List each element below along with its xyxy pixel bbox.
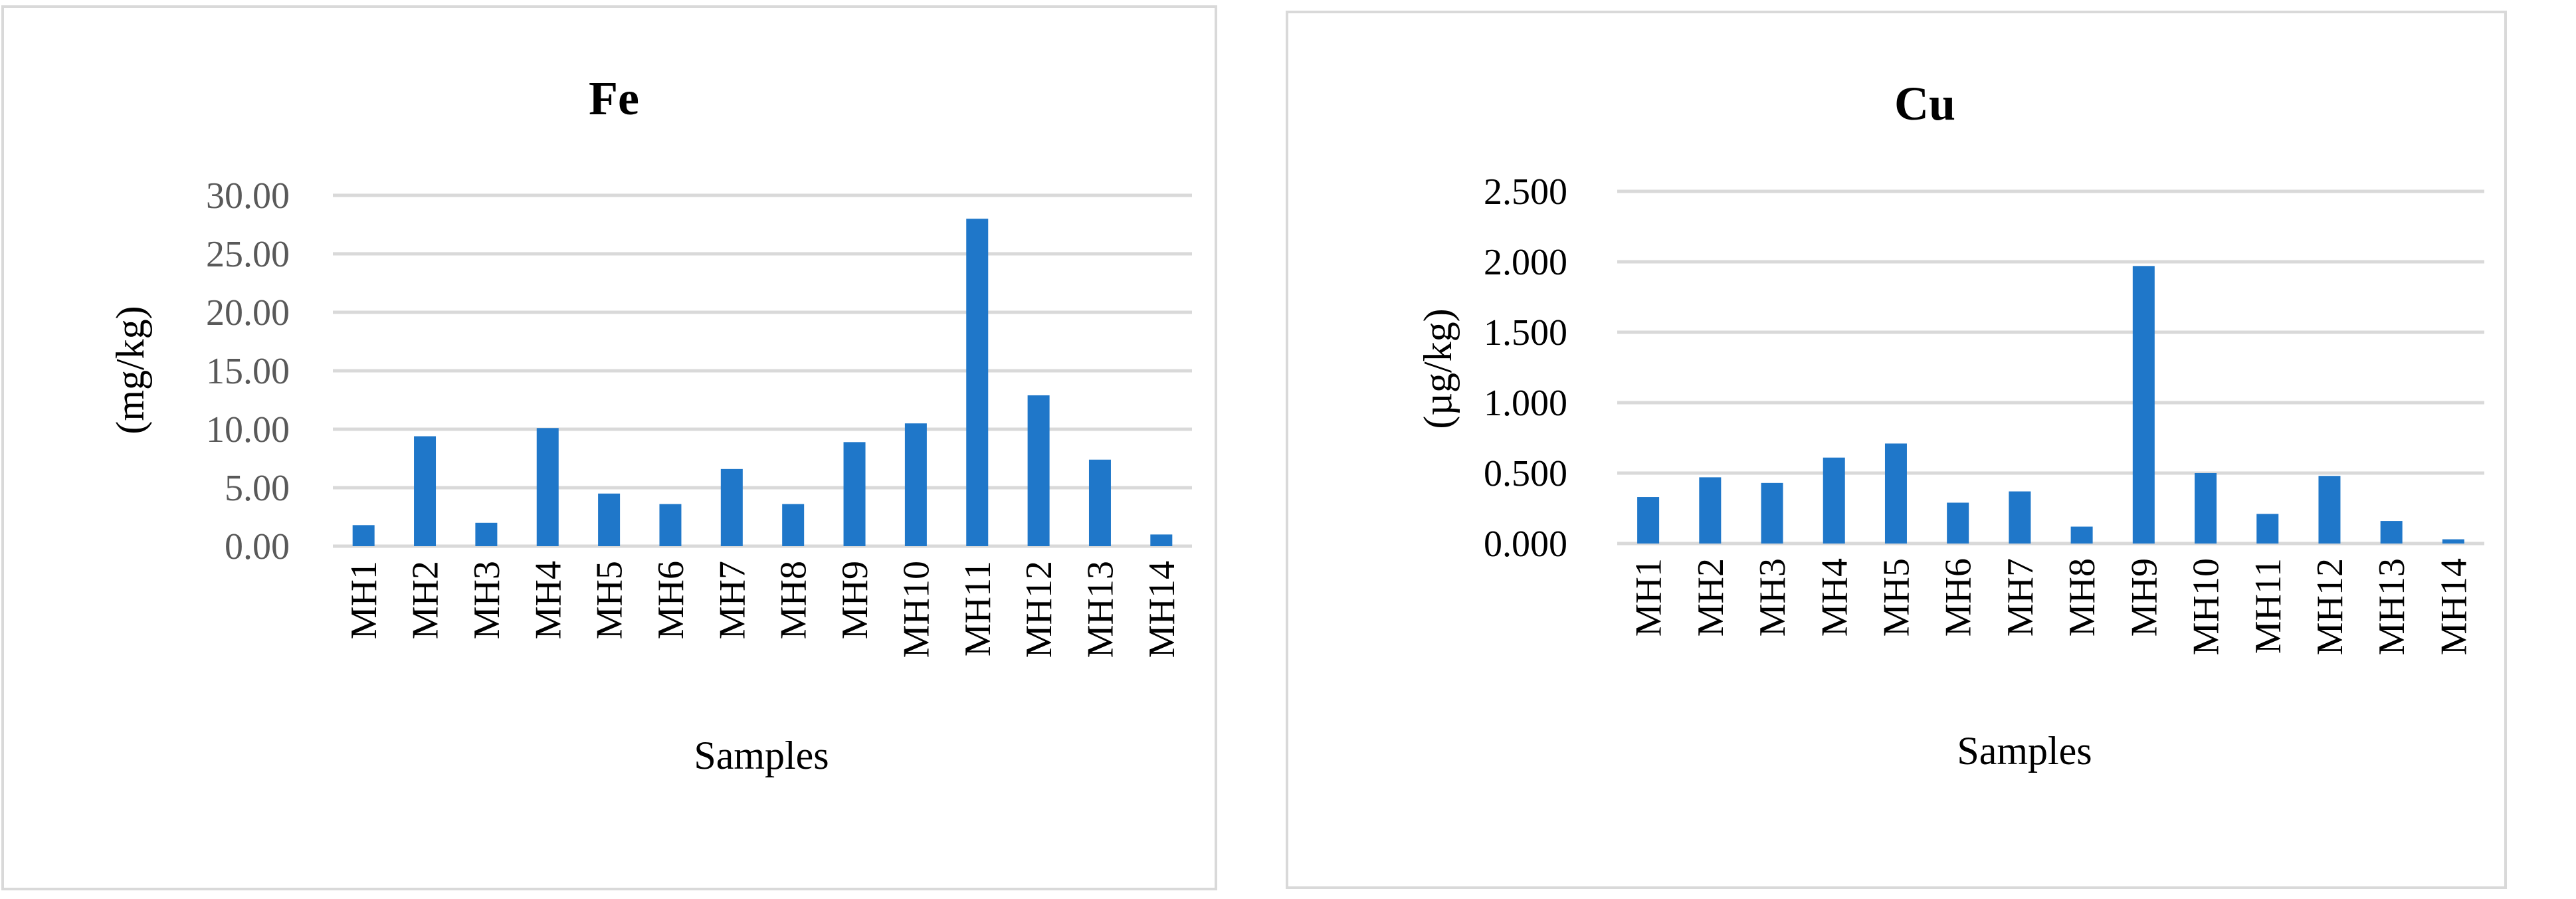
cu-x-tick-label: MH4	[1814, 558, 1855, 637]
cu-x-axis-label: Samples	[1957, 729, 2092, 773]
fe-x-tick-label: MH11	[957, 561, 999, 656]
fe-x-tick-label: MH4	[528, 561, 569, 639]
fe-bar-mh4	[536, 428, 559, 546]
cu-y-tick-label: 1.500	[1484, 312, 1567, 353]
cu-y-tick-label: 2.500	[1484, 171, 1567, 213]
cu-bar-chart: Cu 0.000 0.500 1.000 1.500 2.000 2.500 MH1 MH2 MH…	[1416, 77, 2484, 773]
fe-bar-mh12	[1027, 395, 1050, 546]
cu-x-tick-label: MH12	[2310, 558, 2351, 655]
cu-chart-panel: Cu 0.000 0.500 1.000 1.500 2.000 2.500 MH1 MH2 MH…	[1286, 11, 2507, 889]
fe-x-tick-label: MH1	[344, 561, 385, 639]
fe-x-tick-label: MH8	[773, 561, 815, 639]
cu-y-tick-label: 2.000	[1484, 242, 1567, 283]
fe-chart-panel: Fe 0.00 5.00 10.00 15.00 20.00 25.00 30.00 MH1 MH…	[1, 5, 1217, 890]
cu-bar-mh1	[1637, 497, 1660, 544]
cu-x-tick-label: MH8	[2062, 558, 2103, 637]
fe-bar-mh7	[720, 468, 743, 546]
cu-x-tick-label: MH11	[2248, 558, 2289, 654]
fe-bar-mh3	[475, 522, 498, 546]
fe-bar-mh1	[352, 525, 375, 546]
cu-bar-mh13	[2380, 521, 2403, 544]
cu-chart-title: Cu	[1894, 77, 1955, 130]
fe-x-tick-label: MH6	[650, 561, 692, 639]
cu-x-tick-label: MH14	[2433, 558, 2474, 655]
cu-y-tick-label: 0.000	[1484, 524, 1567, 565]
fe-y-tick-label: 20.00	[206, 292, 290, 334]
fe-bar-mh10	[904, 423, 927, 546]
fe-bar-mh13	[1088, 459, 1111, 546]
fe-y-tick-label: 25.00	[206, 234, 290, 275]
fe-bar-mh8	[782, 504, 805, 546]
cu-x-tick-label: MH7	[2000, 558, 2041, 637]
cu-x-tick-label: MH2	[1690, 558, 1732, 637]
fe-bar-chart: Fe 0.00 5.00 10.00 15.00 20.00 25.00 30.00 MH1 MH…	[108, 72, 1192, 777]
cu-bar-mh7	[2009, 491, 2031, 544]
fe-bar-mh11	[966, 219, 989, 546]
cu-bar-mh8	[2070, 526, 2093, 544]
cu-x-tick-label: MH5	[1876, 558, 1917, 637]
fe-y-tick-label: 30.00	[206, 175, 290, 217]
cu-x-tick-label: MH3	[1752, 558, 1793, 637]
fe-bar-mh2	[414, 436, 437, 546]
fe-chart-title: Fe	[589, 72, 639, 125]
fe-bar-mh9	[843, 442, 866, 546]
fe-bar-mh6	[659, 504, 682, 546]
cu-bar-mh10	[2195, 473, 2217, 544]
cu-bar-mh3	[1761, 482, 1783, 544]
cu-x-tick-label: MH10	[2186, 558, 2227, 655]
fe-x-axis-label: Samples	[694, 734, 829, 777]
cu-bar-mh2	[1699, 477, 1722, 544]
fe-y-tick-label: 10.00	[206, 409, 290, 450]
cu-bar-mh6	[1947, 502, 1969, 544]
fe-y-tick-label: 0.00	[225, 526, 290, 567]
fe-x-tick-label: MH7	[712, 561, 753, 639]
fe-x-tick-label: MH10	[896, 561, 937, 658]
fe-x-tick-label: MH2	[405, 561, 446, 639]
cu-y-axis-label: (µg/kg)	[1416, 308, 1460, 429]
fe-bar-mh5	[598, 493, 621, 546]
cu-x-tick-label: MH6	[1938, 558, 1979, 637]
cu-bar-mh11	[2256, 514, 2279, 544]
cu-y-tick-label: 0.500	[1484, 453, 1567, 494]
cu-bar-mh4	[1823, 457, 1845, 544]
fe-x-tick-label: MH9	[835, 561, 876, 639]
cu-bar-mh12	[2318, 476, 2341, 544]
fe-x-tick-label: MH5	[589, 561, 631, 639]
cu-bar-mh14	[2442, 539, 2464, 544]
fe-y-axis-label: (mg/kg)	[108, 306, 152, 434]
cu-y-tick-label: 1.000	[1484, 383, 1567, 424]
cu-bar-mh5	[1884, 443, 1907, 544]
fe-y-tick-label: 15.00	[206, 351, 290, 392]
fe-y-tick-label: 5.00	[225, 468, 290, 509]
fe-x-tick-label: MH13	[1080, 561, 1121, 658]
fe-x-tick-label: MH14	[1141, 561, 1183, 658]
fe-bar-mh14	[1150, 534, 1173, 546]
cu-x-tick-label: MH9	[2124, 558, 2165, 637]
cu-x-tick-label: MH13	[2371, 558, 2413, 655]
fe-x-tick-label: MH12	[1019, 561, 1060, 658]
cu-bar-mh9	[2132, 266, 2155, 544]
fe-x-tick-label: MH3	[466, 561, 508, 639]
cu-x-tick-label: MH1	[1629, 558, 1670, 637]
